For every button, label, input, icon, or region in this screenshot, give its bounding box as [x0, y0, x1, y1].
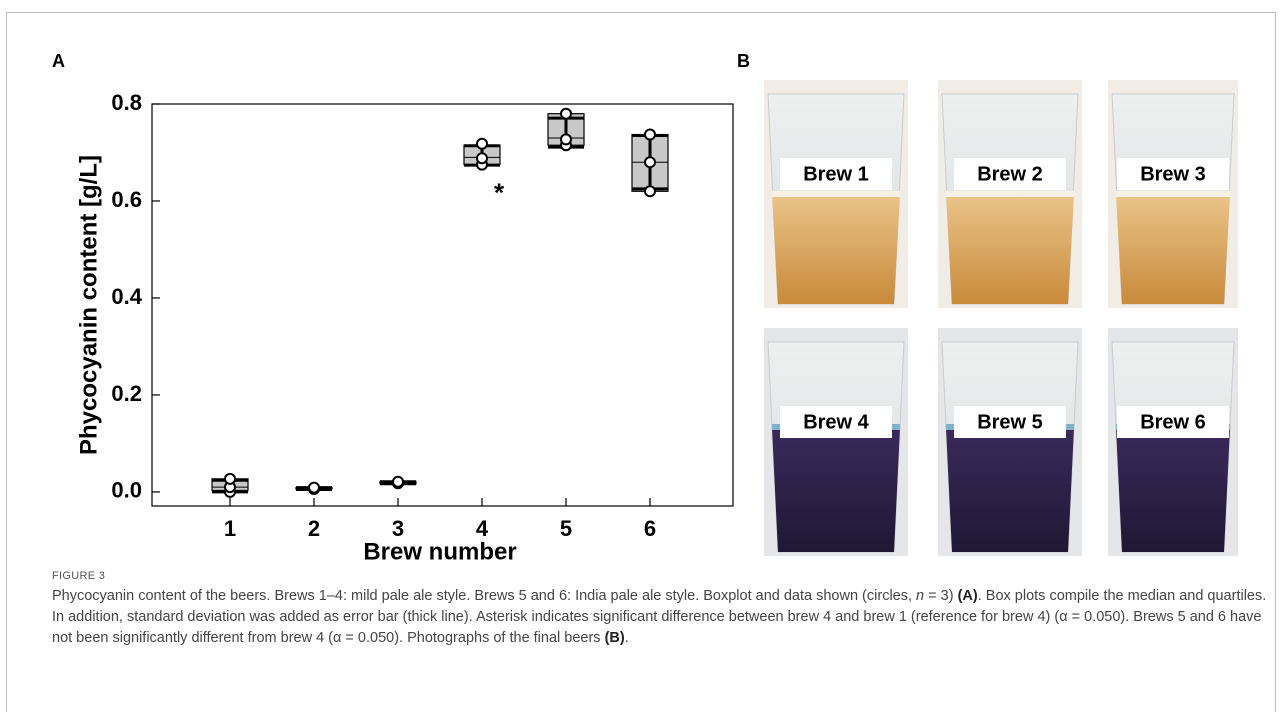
photo: Brew 2: [938, 80, 1082, 308]
figure-number: FIGURE 3: [52, 570, 105, 582]
photo-label: Brew 1: [803, 163, 869, 185]
caption-part: (A): [958, 588, 978, 604]
data-point: [645, 157, 655, 167]
x-tick-label: 5: [560, 516, 572, 541]
data-point: [561, 134, 571, 144]
x-tick-label: 4: [476, 516, 489, 541]
panel-label: B: [737, 51, 750, 71]
photo-label: Brew 3: [1140, 163, 1206, 185]
data-point: [393, 477, 403, 487]
foam: [1116, 191, 1230, 197]
beer: [772, 195, 900, 304]
x-tick-label: 3: [392, 516, 404, 541]
data-point: [645, 130, 655, 140]
photo: Brew 4: [764, 328, 908, 556]
caption-part: Phycocyanin content of the beers. Brews …: [52, 588, 916, 604]
photo: Brew 1: [764, 80, 908, 308]
page: {"figure_label": "FIGURE 3", "panels": {…: [0, 0, 1282, 716]
x-axis-label: Brew number: [363, 538, 516, 565]
annotation: *: [494, 178, 505, 208]
beer: [1116, 428, 1230, 552]
x-tick-label: 2: [308, 516, 320, 541]
y-tick-label: 0.0: [111, 478, 142, 503]
x-tick-label: 1: [224, 516, 236, 541]
panel-label: A: [52, 51, 65, 71]
x-tick-label: 6: [644, 516, 656, 541]
caption-part: (B): [605, 630, 625, 646]
photo-label: Brew 4: [803, 411, 869, 433]
data-point: [561, 109, 571, 119]
data-point: [645, 186, 655, 196]
data-point: [477, 153, 487, 163]
photo: Brew 5: [938, 328, 1082, 556]
y-tick-label: 0.2: [111, 381, 142, 406]
y-axis-label: Phycocyanin content [g/L]: [75, 155, 102, 455]
caption-part: n: [916, 588, 924, 604]
foam: [946, 191, 1074, 197]
beer: [946, 428, 1074, 552]
foam: [772, 191, 900, 197]
y-tick-label: 0.4: [111, 284, 142, 309]
photo-label: Brew 5: [977, 411, 1043, 433]
caption-part: = 3): [924, 588, 957, 604]
beer: [946, 195, 1074, 304]
photo-label: Brew 2: [977, 163, 1043, 185]
photo: Brew 3: [1108, 80, 1238, 308]
figure-caption: Phycocyanin content of the beers. Brews …: [52, 586, 1278, 649]
figure: A B 0.0 0.2 0.4 0.6 0.8 Phycocyanin content […: [0, 0, 1282, 570]
photo-label: Brew 6: [1140, 411, 1206, 433]
photo: Brew 6: [1108, 328, 1238, 556]
data-point: [225, 474, 235, 484]
beer: [772, 428, 900, 552]
caption-part: .: [625, 630, 629, 646]
y-tick-label: 0.8: [111, 90, 142, 115]
data-point: [309, 483, 319, 493]
beer: [1116, 195, 1230, 304]
y-tick-label: 0.6: [111, 187, 142, 212]
data-point: [477, 139, 487, 149]
